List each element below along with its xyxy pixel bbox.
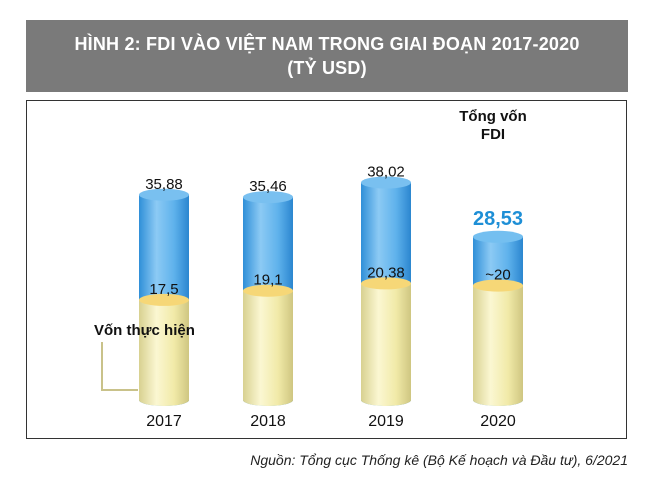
- total-bar-2017-top: [139, 188, 189, 201]
- total-value-label-2018: 35,46: [249, 178, 287, 195]
- total-bar-2018-top: [243, 191, 293, 204]
- chart-title-bar: HÌNH 2: FDI VÀO VIỆT NAM TRONG GIAI ĐOẠN…: [26, 20, 628, 92]
- implemented-bar-2020-body: [473, 285, 523, 406]
- implemented-value-label-2020: ~20: [485, 267, 510, 284]
- total-bar-2020-top: [473, 230, 523, 243]
- labels-layer: 35,88 17,5 2017 35,46 19,1 2018 38,02 20,38 2019…: [145, 164, 523, 430]
- implemented-bar-2017: [139, 293, 189, 406]
- implemented-bar-2019: [361, 277, 411, 406]
- chart-unit: (TỶ USD): [287, 58, 367, 78]
- total-value-label-2017: 35,88: [145, 176, 183, 193]
- year-label-2020: 2020: [480, 413, 516, 430]
- implemented-bar-2018: [243, 284, 293, 406]
- bars-layer: [139, 176, 523, 406]
- fdi-chart: 35,88 17,5 2017 35,46 19,1 2018 38,02 20,38 2019…: [94, 108, 527, 430]
- legend-total-line1: Tổng vốn: [459, 108, 527, 125]
- implemented-bar-2017-body: [139, 299, 189, 406]
- chart-title: HÌNH 2: FDI VÀO VIỆT NAM TRONG GIAI ĐOẠN…: [74, 34, 580, 54]
- implemented-value-label-2017: 17,5: [149, 281, 178, 298]
- implemented-bar-2019-body: [361, 283, 411, 406]
- total-value-label-2019: 38,02: [367, 164, 405, 181]
- implemented-bar-2018-top: [243, 284, 293, 297]
- legend-layer: Tổng vốn FDI Vốn thực hiện: [94, 108, 527, 391]
- total-value-label-2020: 28,53: [473, 208, 523, 230]
- chart-frame: [26, 100, 627, 439]
- year-label-2018: 2018: [250, 413, 286, 430]
- implemented-bar-2019-top: [361, 277, 411, 290]
- implemented-bar-2020: [473, 279, 523, 406]
- legend-total-line2: FDI: [481, 126, 505, 143]
- legend-implemented-label: Vốn thực hiện: [94, 322, 195, 339]
- implemented-bar-2020-top: [473, 279, 523, 292]
- year-label-2019: 2019: [368, 413, 404, 430]
- implemented-bar-2018-body: [243, 290, 293, 406]
- total-bar-2019-top: [361, 176, 411, 189]
- implemented-value-label-2019: 20,38: [367, 264, 405, 281]
- year-label-2017: 2017: [146, 413, 182, 430]
- source-note: Nguồn: Tổng cục Thống kê (Bộ Kế hoạch và…: [250, 452, 628, 468]
- implemented-value-label-2018: 19,1: [253, 272, 282, 289]
- implemented-bar-2017-top: [139, 293, 189, 306]
- legend-implemented-connector: [101, 342, 138, 391]
